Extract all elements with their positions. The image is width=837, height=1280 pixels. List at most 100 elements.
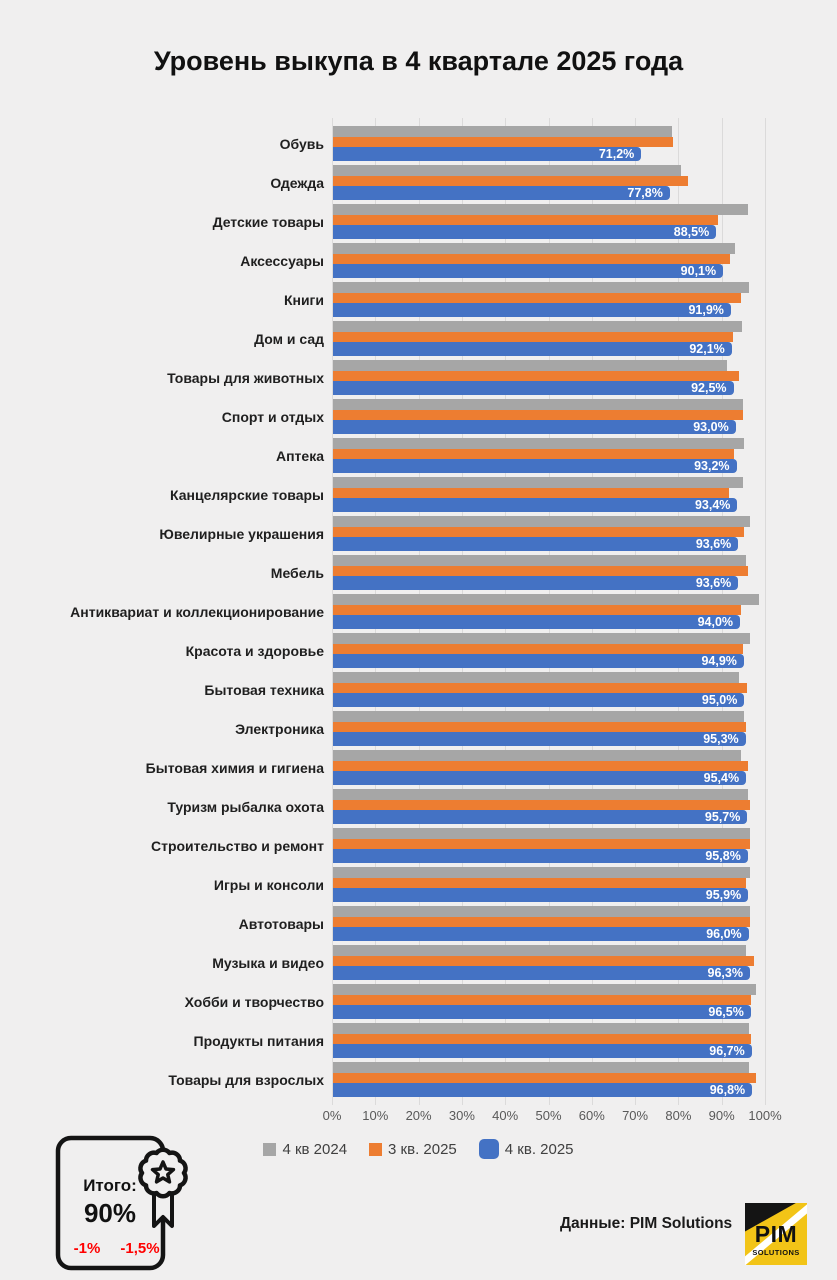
bar-q4-2025: 95,8% [333,849,748,863]
category-label: Товары для животных [167,369,324,386]
bar-q4-2024 [333,399,743,410]
bar-q4-2025: 88,5% [333,225,717,239]
value-label: 96,3% [707,966,743,980]
bar-group: 95,0% [333,672,766,707]
category-label: Канцелярские товары [170,486,324,503]
value-label: 90,1% [680,264,717,278]
value-label: 71,2% [598,147,635,161]
bar-q4-2024 [333,984,757,995]
legend-marker [478,1139,499,1159]
category-label: Продукты питания [193,1032,324,1049]
category-label: Бытовая техника [204,681,324,698]
category-label: Красота и здоровье [185,642,324,659]
bar-q3-2025 [333,644,744,654]
bar-q4-2024 [333,750,741,761]
category-label: Одежда [270,174,324,191]
bar-q4-2024 [333,711,745,722]
value-label: 95,9% [705,888,742,902]
bar-q4-2024 [333,1062,749,1073]
certificate-badge-icon [55,1135,188,1271]
bar-group: 95,9% [333,867,766,902]
bar-q4-2025: 96,3% [333,966,750,980]
value-label: 94,0% [697,615,734,629]
bar-group: 96,3% [333,945,766,980]
bar-q4-2025: 93,6% [333,576,739,590]
value-label: 88,5% [673,225,710,239]
category-label: Дом и сад [254,330,324,347]
value-label: 92,1% [689,342,725,356]
bar-group: 93,6% [333,516,766,551]
bar-q4-2024 [333,243,736,254]
category-label: Книги [283,291,324,308]
legend-item: 4 кв 2024 [263,1141,347,1158]
value-label: 93,4% [694,498,731,512]
bar-group: 95,3% [333,711,766,746]
bar-group: 96,5% [333,984,766,1019]
bar-q4-2024 [333,360,728,371]
bar-group: 92,5% [333,360,766,395]
bar-q4-2025: 96,0% [333,927,749,941]
value-label: 95,3% [703,732,739,746]
x-axis-tick: 90% [708,1108,735,1123]
category-row: Книги 91,9% [0,280,837,319]
category-label: Электроника [235,720,324,737]
bar-q4-2025: 95,4% [333,771,747,785]
chart-legend: 4 кв 2024 3 кв. 2025 4 кв. 2025 [0,1139,837,1159]
x-gridline [332,118,333,1105]
category-row: Мебель 93,6% [0,553,837,592]
bar-q3-2025 [333,488,730,498]
category-row: Строительство и ремонт 95,8% [0,826,837,865]
bar-group: 95,8% [333,828,766,863]
bar-q4-2024 [333,1023,750,1034]
bar-q4-2025: 94,9% [333,654,744,668]
bar-q3-2025 [333,605,741,615]
bar-group: 90,1% [333,243,766,278]
bar-q4-2024 [333,126,673,137]
value-label: 95,4% [703,771,740,785]
bar-q3-2025 [333,878,747,888]
bar-q4-2024 [333,867,750,878]
legend-label: 4 кв. 2025 [504,1140,574,1158]
value-label: 91,9% [688,303,724,317]
value-label: 93,6% [695,537,732,551]
category-row: Музыка и видео 96,3% [0,943,837,982]
bar-group: 94,9% [333,633,766,668]
bar-q3-2025 [333,1034,751,1044]
category-row: Бытовая техника 95,0% [0,670,837,709]
bar-q4-2024 [333,438,744,449]
bar-group: 88,5% [333,204,766,239]
category-label: Автотовары [238,915,324,932]
x-axis-tick: 50% [535,1108,562,1123]
bar-group: 96,8% [333,1062,766,1097]
star-icon [150,1160,176,1184]
category-row: Товары для животных 92,5% [0,358,837,397]
bar-q3-2025 [333,176,689,186]
logo-text-pim: PIM [754,1221,798,1247]
bar-q4-2024 [333,906,750,917]
category-row: Игры и консоли 95,9% [0,865,837,904]
bar-group: 93,2% [333,438,766,473]
bar-q4-2025: 95,3% [333,732,746,746]
category-label: Музыка и видео [212,954,324,971]
bar-q3-2025 [333,371,740,381]
bar-q3-2025 [333,410,744,420]
x-axis: 0% 10% 20% 30% 40% 50% 60% 70% 80% 90% 100% [323,1108,782,1126]
bar-group: 93,0% [333,399,766,434]
bar-q4-2024 [333,633,751,644]
bar-q4-2024 [333,204,748,215]
bar-q4-2024 [333,555,747,566]
x-axis-tick: 80% [665,1108,692,1123]
value-label: 96,0% [706,927,742,941]
bar-q4-2024 [333,672,739,683]
bar-q4-2025: 71,2% [333,147,642,161]
bar-group: 95,7% [333,789,766,824]
pim-solutions-logo: PIM SOLUTIONS [745,1203,807,1265]
bar-q3-2025 [333,761,748,771]
category-label: Товары для взрослых [168,1071,324,1088]
bar-q4-2024 [333,165,682,176]
delta-year: -1,5% [120,1240,160,1257]
category-label: Антиквариат и коллекционирование [70,603,324,620]
value-label: 94,9% [701,654,737,668]
category-row: Одежда 77,8% [0,163,837,202]
bar-q3-2025 [333,683,747,693]
